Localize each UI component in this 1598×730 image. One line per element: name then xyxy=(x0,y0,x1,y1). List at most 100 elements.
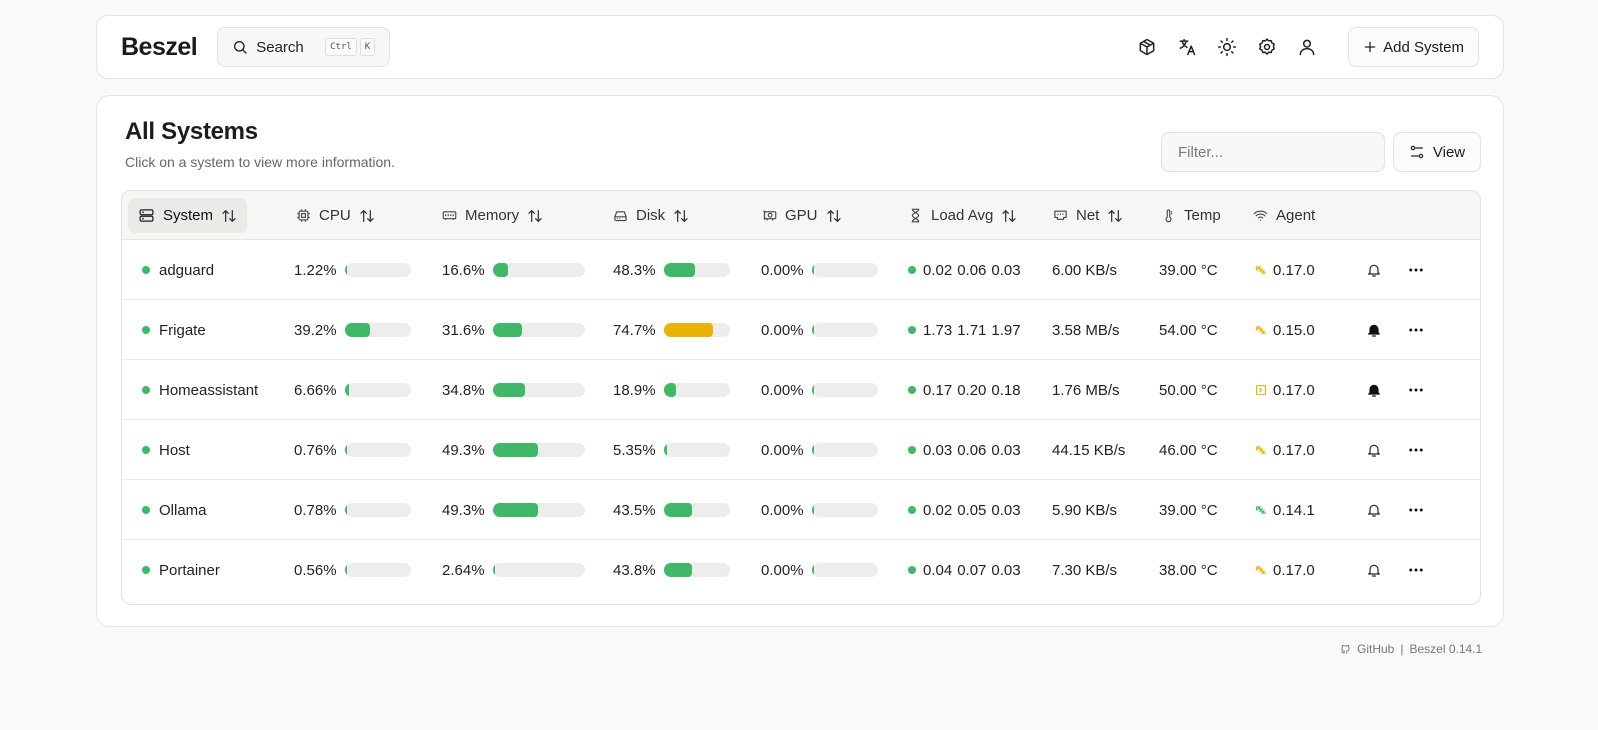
cpu-bar-fill xyxy=(344,323,371,337)
translate-icon[interactable] xyxy=(1174,34,1200,60)
alerts-bell-icon[interactable] xyxy=(1366,300,1382,360)
more-options-icon[interactable] xyxy=(1407,420,1425,480)
load-status-dot xyxy=(908,326,916,334)
sort-icon[interactable] xyxy=(1001,208,1017,224)
net-value: 3.58 MB/s xyxy=(1052,321,1120,339)
cpu-value: 39.2% xyxy=(294,321,337,339)
gpu-cell: 0.00% xyxy=(761,540,878,600)
agent-status-icon xyxy=(1255,444,1267,456)
agent-cell: 0.17.0 xyxy=(1255,540,1315,600)
system-cell[interactable]: Host xyxy=(142,420,190,480)
system-cell[interactable]: Homeassistant xyxy=(142,360,258,420)
gpu-cell: 0.00% xyxy=(761,480,878,540)
load-avg-cell: 0.02 0.06 0.03 xyxy=(908,240,1026,300)
column-label: System xyxy=(163,207,214,224)
system-name: Frigate xyxy=(159,321,206,339)
github-icon xyxy=(1340,644,1351,655)
view-button[interactable]: View xyxy=(1393,132,1481,172)
column-label: GPU xyxy=(785,207,818,224)
cpu-bar-fill xyxy=(344,383,349,397)
more-options-icon[interactable] xyxy=(1407,540,1425,600)
memory-value: 34.8% xyxy=(442,381,485,399)
more-options-icon[interactable] xyxy=(1407,240,1425,300)
load-value: 0.03 xyxy=(991,501,1021,519)
search-button[interactable]: Search Ctrl K xyxy=(217,27,391,67)
footer: GitHub | Beszel 0.14.1 xyxy=(1340,642,1482,656)
add-system-button[interactable]: Add System xyxy=(1348,27,1479,67)
more-options-icon[interactable] xyxy=(1407,480,1425,540)
disk-bar-fill xyxy=(663,563,693,577)
table-row[interactable]: adguard 1.22% 16.6% 48.3% 0.00% 0.02 0.06 0.03 6… xyxy=(122,240,1480,300)
load-value: 1.71 xyxy=(957,321,987,339)
net-cell: 6.00 KB/s xyxy=(1052,240,1117,300)
gpu-bar xyxy=(811,263,878,277)
table-row[interactable]: Host 0.76% 49.3% 5.35% 0.00% 0.03 0.06 0.03 44.1… xyxy=(122,420,1480,480)
logo[interactable]: Beszel xyxy=(121,32,198,61)
column-label: Memory xyxy=(465,207,520,224)
sort-icon[interactable] xyxy=(1107,208,1123,224)
memory-cell: 34.8% xyxy=(442,360,585,420)
load-value: 0.05 xyxy=(957,501,987,519)
alerts-bell-icon[interactable] xyxy=(1366,480,1382,540)
alerts-bell-icon[interactable] xyxy=(1366,540,1382,600)
filter-input[interactable] xyxy=(1161,132,1385,172)
column-header-cpu[interactable]: CPU xyxy=(286,198,385,233)
temp-value: 50.00 °C xyxy=(1159,381,1218,399)
memory-value: 2.64% xyxy=(442,561,485,579)
table-row[interactable]: Ollama 0.78% 49.3% 43.5% 0.00% 0.02 0.05 0.03 5.… xyxy=(122,480,1480,540)
alerts-bell-icon[interactable] xyxy=(1366,420,1382,480)
cpu-value: 0.76% xyxy=(294,441,337,459)
more-options-icon[interactable] xyxy=(1407,300,1425,360)
table-row[interactable]: Portainer 0.56% 2.64% 43.8% 0.00% 0.04 0.07 0.0… xyxy=(122,540,1480,600)
memory-bar xyxy=(492,263,585,277)
load-avg-cell: 0.03 0.06 0.03 xyxy=(908,420,1026,480)
cube-icon[interactable] xyxy=(1134,34,1160,60)
column-header-gpu[interactable]: GPU xyxy=(752,198,852,233)
table-row[interactable]: Frigate 39.2% 31.6% 74.7% 0.00% 1.73 1.71 1.97 3… xyxy=(122,300,1480,360)
disk-cell: 5.35% xyxy=(613,420,730,480)
load-value: 0.06 xyxy=(957,441,987,459)
table-row[interactable]: Homeassistant 6.66% 34.8% 18.9% 0.00% 0.17 0.2… xyxy=(122,360,1480,420)
memory-bar-fill xyxy=(492,443,538,457)
user-icon[interactable] xyxy=(1294,34,1320,60)
memory-value: 31.6% xyxy=(442,321,485,339)
github-link[interactable]: GitHub xyxy=(1357,642,1395,656)
sort-icon[interactable] xyxy=(359,208,375,224)
load-value: 0.03 xyxy=(991,441,1021,459)
gpu-value: 0.00% xyxy=(761,561,804,579)
cpu-bar-fill xyxy=(344,503,347,517)
column-header-system[interactable]: System xyxy=(128,198,248,233)
column-header-disk[interactable]: Disk xyxy=(603,198,699,233)
load-status-dot xyxy=(908,506,916,514)
system-cell[interactable]: Ollama xyxy=(142,480,207,540)
sort-icon[interactable] xyxy=(527,208,543,224)
sort-icon[interactable] xyxy=(673,208,689,224)
cpu-bar-fill xyxy=(344,443,347,457)
status-dot xyxy=(142,566,150,574)
gear-icon[interactable] xyxy=(1254,34,1280,60)
system-cell[interactable]: adguard xyxy=(142,240,214,300)
systems-card: All Systems Click on a system to view mo… xyxy=(96,95,1504,627)
memory-bar xyxy=(492,323,585,337)
column-label: Net xyxy=(1076,207,1100,224)
app-version[interactable]: Beszel 0.14.1 xyxy=(1409,642,1483,656)
gpu-icon xyxy=(762,208,777,223)
alerts-bell-icon[interactable] xyxy=(1366,360,1382,420)
system-cell[interactable]: Portainer xyxy=(142,540,220,600)
more-options-icon[interactable] xyxy=(1407,360,1425,420)
column-header-memory[interactable]: Memory xyxy=(432,198,553,233)
memory-bar xyxy=(492,443,585,457)
system-cell[interactable]: Frigate xyxy=(142,300,206,360)
agent-version: 0.17.0 xyxy=(1273,381,1315,399)
view-label: View xyxy=(1432,143,1466,161)
agent-cell: 0.14.1 xyxy=(1255,480,1315,540)
sort-icon[interactable] xyxy=(221,208,237,224)
alerts-bell-icon[interactable] xyxy=(1366,240,1382,300)
load-avg-cell: 0.17 0.20 0.18 xyxy=(908,360,1026,420)
disk-cell: 43.5% xyxy=(613,480,730,540)
status-dot xyxy=(142,386,150,394)
sort-icon[interactable] xyxy=(826,208,842,224)
column-header-net[interactable]: Net xyxy=(1043,198,1133,233)
sun-icon[interactable] xyxy=(1214,34,1240,60)
column-header-load-avg[interactable]: Load Avg xyxy=(898,198,1027,233)
